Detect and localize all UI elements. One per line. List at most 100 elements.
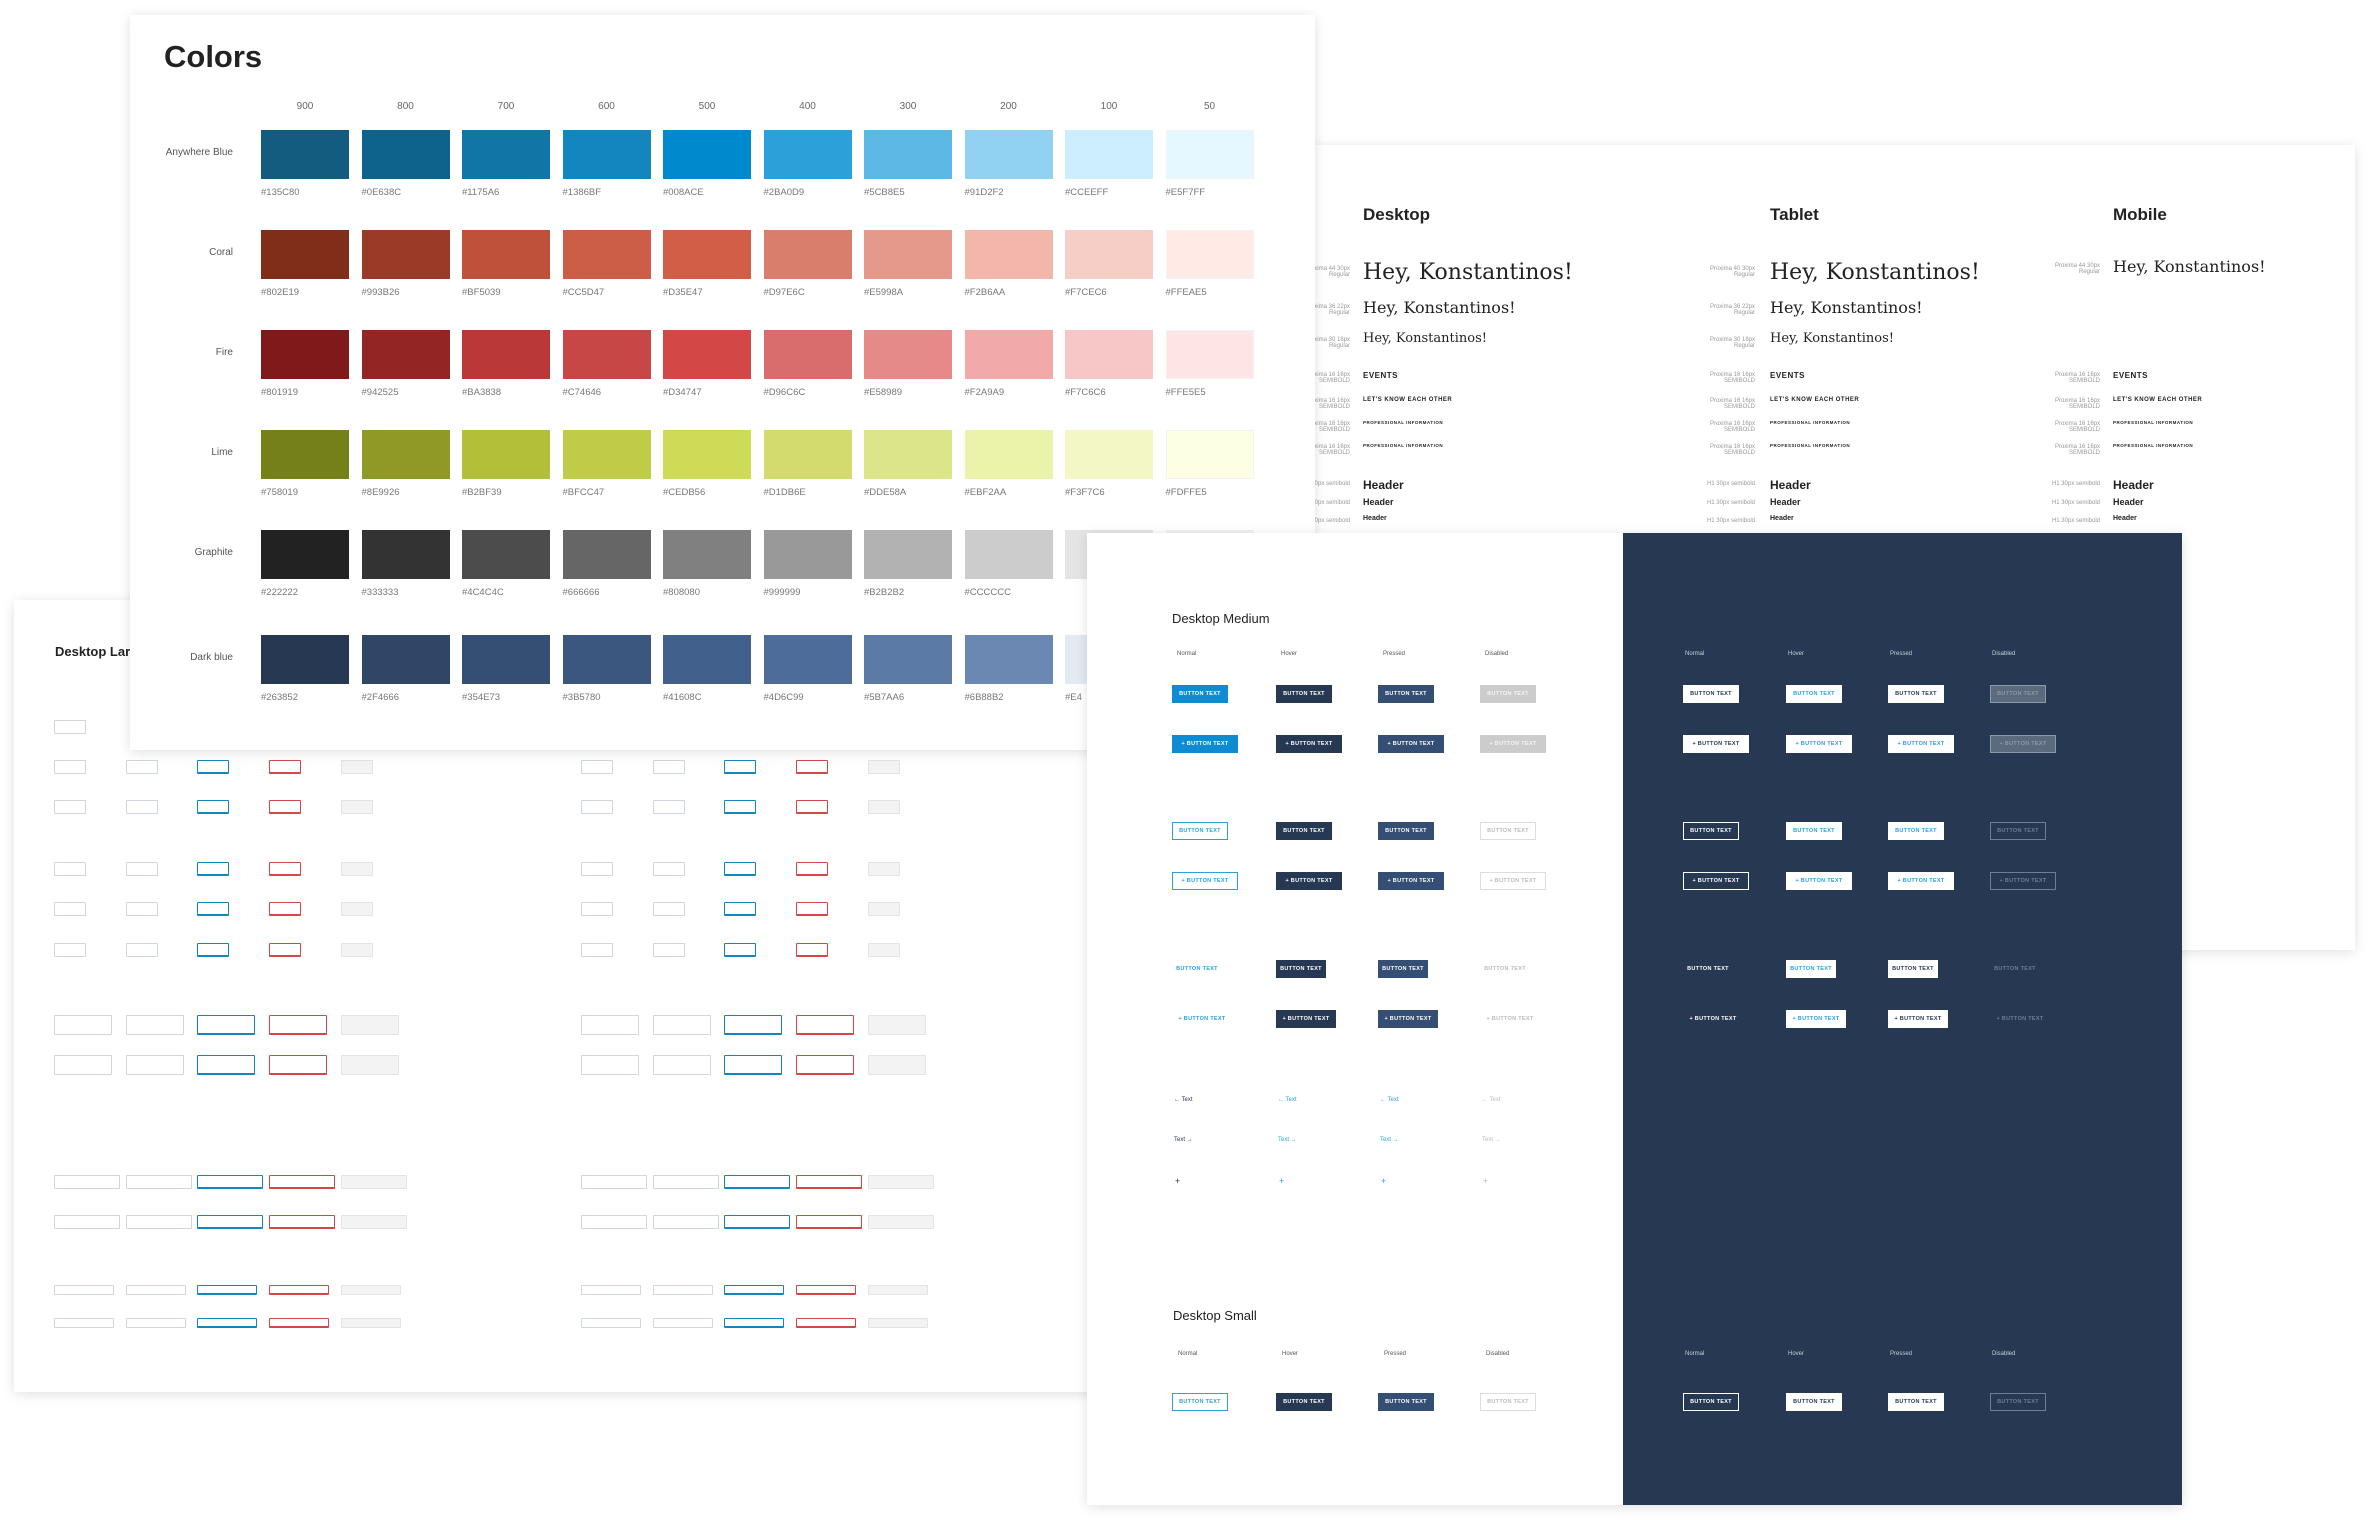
tag-field[interactable]: [868, 1318, 928, 1328]
textarea-field[interactable]: [868, 1055, 926, 1075]
back-link[interactable]: ← Text: [1380, 1097, 1399, 1103]
swatch-item[interactable]: #91D2F2: [964, 130, 1053, 198]
phone-field[interactable]: [653, 1215, 719, 1229]
forward-link[interactable]: Text →: [1380, 1137, 1399, 1143]
swatch-item[interactable]: #F3F7C6: [1065, 430, 1153, 498]
button-sample[interactable]: BUTTON TEXT: [1683, 822, 1739, 840]
swatch-item[interactable]: #5CB8E5: [864, 130, 952, 198]
phone-field[interactable]: [126, 1175, 192, 1189]
swatch-item[interactable]: #666666: [562, 530, 651, 598]
color-swatch[interactable]: [562, 230, 651, 279]
text-field[interactable]: [581, 800, 613, 814]
phone-field[interactable]: [341, 1175, 407, 1189]
textarea-field[interactable]: [653, 1055, 711, 1075]
button-sample[interactable]: BUTTON TEXT: [1888, 960, 1938, 978]
swatch-item[interactable]: #B2B2B2: [864, 530, 952, 598]
swatch-item[interactable]: #D97E6C: [763, 230, 852, 298]
text-field[interactable]: [269, 862, 301, 876]
textarea-field[interactable]: [54, 1015, 112, 1035]
phone-field[interactable]: [197, 1215, 263, 1229]
tag-field[interactable]: [126, 1318, 186, 1328]
textarea-field[interactable]: [126, 1055, 184, 1075]
button-sample[interactable]: BUTTON TEXT: [1687, 966, 1729, 972]
color-swatch[interactable]: [1165, 130, 1254, 179]
color-swatch[interactable]: [864, 530, 952, 579]
tag-field[interactable]: [341, 1285, 401, 1295]
phone-field[interactable]: [868, 1215, 934, 1229]
textarea-field[interactable]: [724, 1055, 782, 1075]
button-sample[interactable]: + BUTTON TEXT: [1683, 735, 1749, 753]
color-swatch[interactable]: [462, 635, 550, 684]
swatch-item[interactable]: #FFEAE5: [1165, 230, 1254, 298]
color-swatch[interactable]: [763, 230, 852, 279]
text-field[interactable]: [724, 800, 756, 814]
tag-field[interactable]: [581, 1318, 641, 1328]
swatch-item[interactable]: #999999: [763, 530, 852, 598]
button-sample[interactable]: + BUTTON TEXT: [1172, 735, 1238, 753]
back-link[interactable]: ← Text: [1174, 1097, 1193, 1103]
button-sample[interactable]: + BUTTON TEXT: [1178, 1016, 1226, 1022]
tag-field[interactable]: [724, 1318, 784, 1328]
button-sample[interactable]: + BUTTON TEXT: [1786, 735, 1852, 753]
swatch-item[interactable]: #008ACE: [663, 130, 751, 198]
swatch-item[interactable]: #354E73: [462, 635, 550, 703]
color-swatch[interactable]: [562, 430, 651, 479]
tag-field[interactable]: [54, 1318, 114, 1328]
text-field[interactable]: [653, 902, 685, 916]
color-swatch[interactable]: [562, 330, 651, 379]
color-swatch[interactable]: [763, 130, 852, 179]
button-sample[interactable]: BUTTON TEXT: [1276, 1393, 1332, 1411]
button-sample[interactable]: BUTTON TEXT: [1888, 1393, 1944, 1411]
button-sample[interactable]: BUTTON TEXT: [1378, 960, 1428, 978]
color-swatch[interactable]: [261, 430, 349, 479]
button-sample[interactable]: + BUTTON TEXT: [1996, 1016, 2044, 1022]
tag-field[interactable]: [653, 1318, 713, 1328]
swatch-item[interactable]: #41608C: [663, 635, 751, 703]
button-sample[interactable]: BUTTON TEXT: [1484, 966, 1526, 972]
textarea-field[interactable]: [581, 1055, 639, 1075]
button-sample[interactable]: + BUTTON TEXT: [1990, 872, 2056, 890]
color-swatch[interactable]: [462, 230, 550, 279]
swatch-item[interactable]: #BA3838: [462, 330, 550, 398]
button-sample[interactable]: BUTTON TEXT: [1994, 966, 2036, 972]
phone-field[interactable]: [269, 1215, 335, 1229]
swatch-item[interactable]: #FDFFE5: [1165, 430, 1254, 498]
button-sample[interactable]: + BUTTON TEXT: [1486, 1016, 1534, 1022]
button-sample[interactable]: BUTTON TEXT: [1172, 1393, 1228, 1411]
button-sample[interactable]: + BUTTON TEXT: [1683, 872, 1749, 890]
text-field[interactable]: [796, 760, 828, 774]
text-field[interactable]: [54, 862, 86, 876]
forward-link[interactable]: Text →: [1174, 1137, 1193, 1143]
button-sample[interactable]: BUTTON TEXT: [1888, 822, 1944, 840]
forward-link[interactable]: Text →: [1278, 1137, 1297, 1143]
color-swatch[interactable]: [462, 430, 550, 479]
button-sample[interactable]: BUTTON TEXT: [1683, 685, 1739, 703]
button-sample[interactable]: + BUTTON TEXT: [1990, 735, 2056, 753]
button-sample[interactable]: BUTTON TEXT: [1378, 822, 1434, 840]
color-swatch[interactable]: [964, 430, 1053, 479]
swatch-item[interactable]: #1175A6: [462, 130, 550, 198]
swatch-item[interactable]: #E5998A: [864, 230, 952, 298]
tag-field[interactable]: [126, 1285, 186, 1295]
text-field[interactable]: [653, 943, 685, 957]
color-swatch[interactable]: [261, 230, 349, 279]
swatch-item[interactable]: #EBF2AA: [964, 430, 1053, 498]
swatch-item[interactable]: #FFE5E5: [1165, 330, 1254, 398]
forward-link[interactable]: Text →: [1482, 1137, 1501, 1143]
color-swatch[interactable]: [1165, 230, 1254, 279]
button-sample[interactable]: + BUTTON TEXT: [1378, 735, 1444, 753]
swatch-item[interactable]: #1386BF: [562, 130, 651, 198]
tag-field[interactable]: [54, 1285, 114, 1295]
color-swatch[interactable]: [462, 130, 550, 179]
swatch-item[interactable]: #CCCCCC: [964, 530, 1053, 598]
swatch-item[interactable]: #C74646: [562, 330, 651, 398]
phone-field[interactable]: [581, 1175, 647, 1189]
text-field[interactable]: [724, 943, 756, 957]
color-swatch[interactable]: [1065, 230, 1153, 279]
tag-field[interactable]: [796, 1318, 856, 1328]
text-field[interactable]: [653, 760, 685, 774]
button-sample[interactable]: BUTTON TEXT: [1786, 1393, 1842, 1411]
swatch-item[interactable]: #135C80: [261, 130, 349, 198]
text-field[interactable]: [868, 943, 900, 957]
swatch-item[interactable]: #F7CEC6: [1065, 230, 1153, 298]
